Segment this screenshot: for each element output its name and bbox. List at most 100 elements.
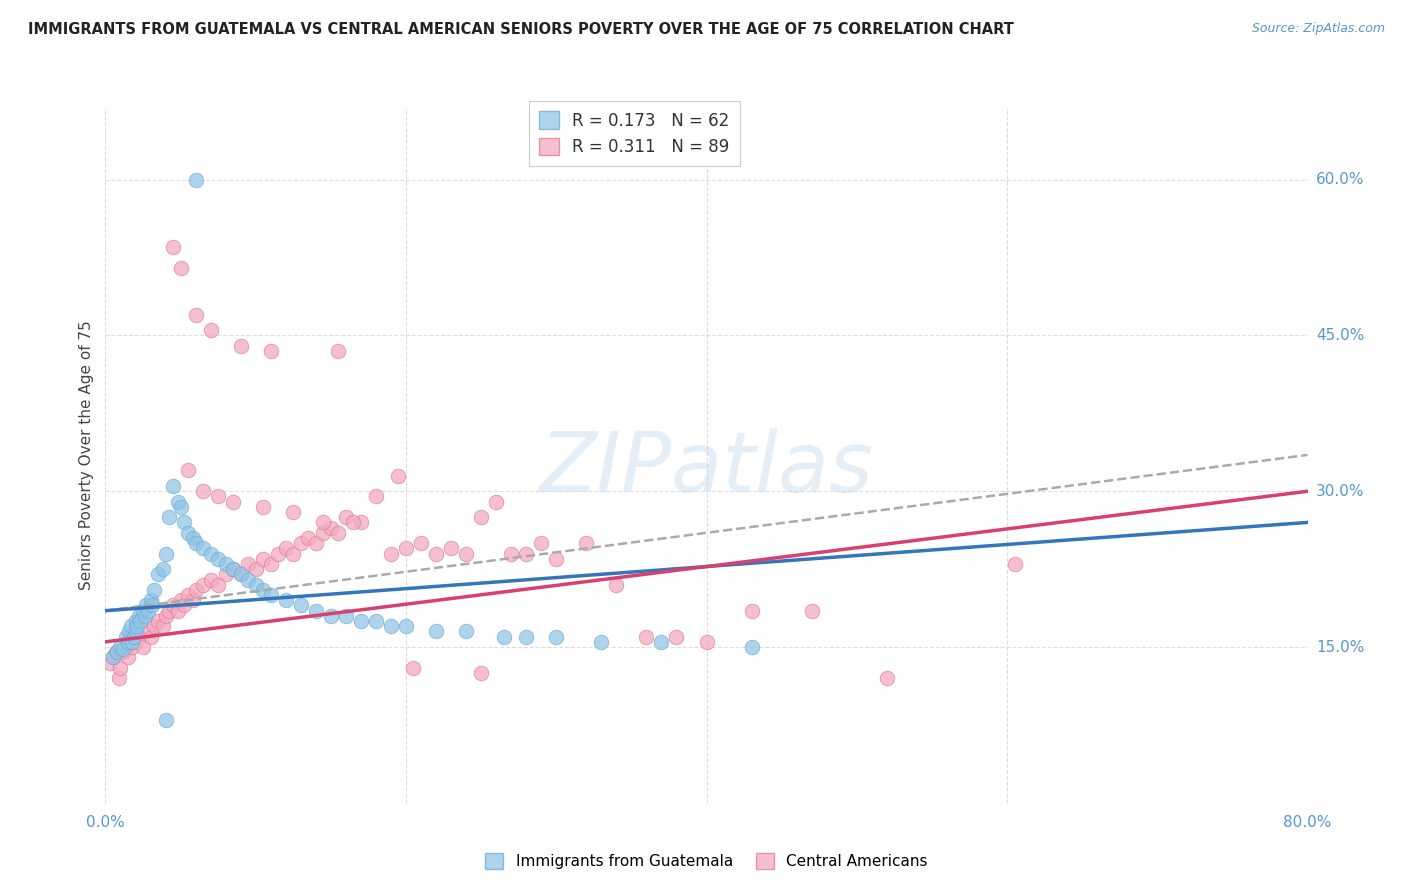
Point [238, 573, 260, 587]
Point [214, 567, 236, 582]
Point [124, 614, 146, 628]
Point [146, 614, 169, 628]
Point [191, 541, 214, 556]
Point [395, 619, 418, 633]
Point [191, 578, 214, 592]
Point [260, 344, 283, 359]
Point [485, 494, 508, 508]
Text: Source: ZipAtlas.com: Source: ZipAtlas.com [1251, 22, 1385, 36]
Point [181, 593, 204, 607]
Point [665, 630, 688, 644]
Point [501, 547, 523, 561]
Point [162, 240, 184, 254]
Point [184, 308, 207, 322]
Text: IMMIGRANTS FROM GUATEMALA VS CENTRAL AMERICAN SENIORS POVERTY OVER THE AGE OF 75: IMMIGRANTS FROM GUATEMALA VS CENTRAL AME… [28, 22, 1014, 37]
Point [229, 567, 252, 582]
Point [184, 536, 207, 550]
Point [118, 635, 141, 649]
Point [166, 494, 188, 508]
Point [169, 500, 191, 514]
Point [162, 479, 184, 493]
Point [132, 604, 155, 618]
Point [128, 608, 150, 623]
Point [283, 547, 305, 561]
Point [800, 604, 823, 618]
Point [107, 645, 129, 659]
Point [135, 599, 157, 613]
Point [117, 635, 139, 649]
Point [492, 630, 515, 644]
Point [252, 500, 274, 514]
Point [636, 630, 658, 644]
Point [530, 536, 553, 550]
Point [207, 578, 229, 592]
Point [350, 516, 373, 530]
Point [876, 671, 898, 685]
Point [222, 562, 245, 576]
Point [136, 604, 159, 618]
Point [101, 650, 124, 665]
Point [274, 541, 297, 556]
Point [117, 650, 139, 665]
Point [184, 582, 207, 597]
Point [115, 630, 138, 644]
Point [173, 599, 195, 613]
Point [229, 339, 252, 353]
Point [200, 547, 222, 561]
Point [328, 344, 350, 359]
Text: 15.0%: 15.0% [1316, 640, 1364, 655]
Point [696, 635, 718, 649]
Point [169, 260, 191, 275]
Text: 30.0%: 30.0% [1316, 483, 1364, 499]
Point [101, 650, 124, 665]
Point [605, 578, 627, 592]
Point [283, 505, 305, 519]
Point [350, 614, 373, 628]
Point [1004, 557, 1026, 571]
Point [456, 547, 478, 561]
Point [98, 656, 121, 670]
Point [515, 547, 537, 561]
Point [155, 547, 177, 561]
Point [267, 547, 290, 561]
Point [155, 713, 177, 727]
Point [409, 536, 432, 550]
Point [591, 635, 613, 649]
Point [112, 642, 135, 657]
Point [152, 619, 174, 633]
Point [139, 630, 162, 644]
Point [121, 635, 143, 649]
Point [169, 593, 191, 607]
Point [128, 630, 150, 644]
Point [229, 567, 252, 582]
Point [575, 536, 598, 550]
Point [238, 557, 260, 571]
Point [141, 599, 163, 613]
Point [207, 551, 229, 566]
Point [425, 547, 447, 561]
Point [142, 619, 165, 633]
Point [546, 551, 568, 566]
Point [214, 557, 236, 571]
Point [245, 578, 267, 592]
Point [166, 604, 188, 618]
Point [125, 619, 148, 633]
Point [364, 614, 387, 628]
Point [290, 536, 312, 550]
Point [122, 630, 145, 644]
Point [118, 624, 141, 639]
Point [157, 604, 180, 618]
Point [290, 599, 312, 613]
Point [741, 640, 763, 654]
Point [335, 510, 357, 524]
Point [335, 608, 357, 623]
Point [456, 624, 478, 639]
Point [104, 645, 127, 659]
Point [136, 624, 159, 639]
Point [132, 640, 155, 654]
Point [157, 510, 180, 524]
Point [425, 624, 447, 639]
Point [129, 614, 152, 628]
Point [342, 516, 364, 530]
Point [305, 604, 328, 618]
